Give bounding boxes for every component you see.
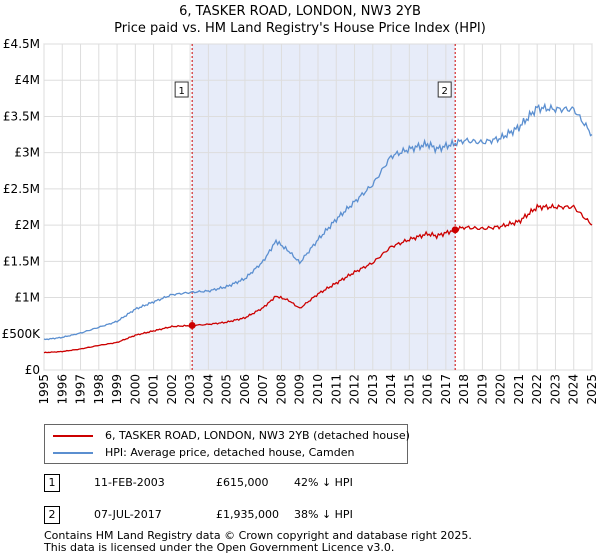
transaction-date: 07-JUL-2017 — [94, 508, 162, 521]
y-tick-label: £0 — [25, 363, 40, 377]
y-tick-label: £3.5M — [3, 109, 40, 123]
y-tick-label: £1M — [14, 291, 40, 305]
y-tick-label: £3M — [14, 146, 40, 160]
legend-swatch-property — [53, 435, 93, 437]
event-label: 1 — [178, 86, 184, 97]
y-tick-label: £1.5M — [3, 254, 40, 268]
x-tick-label: 2001 — [147, 374, 161, 405]
x-tick-label: 1996 — [55, 374, 69, 405]
x-tick-label: 2025 — [585, 374, 599, 405]
legend: 6, TASKER ROAD, LONDON, NW3 2YB (detache… — [44, 424, 410, 464]
event-label: 2 — [441, 86, 447, 97]
property-price-line — [43, 202, 593, 354]
x-tick-label: 2019 — [475, 374, 489, 405]
x-tick-label: 1995 — [37, 374, 51, 405]
chart-subtitle: Price paid vs. HM Land Registry's House … — [114, 21, 486, 36]
transaction-number: 2 — [44, 506, 60, 524]
y-axis-labels: £0 £500K £1M £1.5M £2M £2.5M £3M £3.5M £4M £4.5M — [2, 37, 42, 377]
footer-copyright: Contains HM Land Registry data © Crown c… — [44, 529, 472, 542]
legend-swatch-hpi — [53, 452, 93, 454]
x-tick-label: 2011 — [329, 374, 343, 405]
price-chart: £0£500K£1M£1.5M£2M£2.5M£3M£3.5M£4M£4.5M … — [2, 37, 599, 405]
x-tick-label: 2006 — [238, 374, 252, 405]
x-tick-label: 2013 — [366, 374, 380, 405]
x-tick-label: 2003 — [183, 374, 197, 405]
footer: Contains HM Land Registry data © Crown c… — [44, 530, 472, 554]
transaction-number: 1 — [44, 474, 60, 492]
hpi-line — [43, 102, 593, 341]
x-tick-label: 2005 — [220, 374, 234, 405]
x-tick-label: 2002 — [165, 374, 179, 405]
footer-licence: This data is licensed under the Open Gov… — [44, 541, 395, 554]
legend-label-property: 6, TASKER ROAD, LONDON, NW3 2YB (detache… — [105, 429, 410, 442]
transaction-date: 11-FEB-2003 — [94, 476, 165, 489]
x-tick-label: 2010 — [311, 374, 325, 405]
event-label-box — [174, 81, 189, 98]
x-tick-label: 2021 — [512, 374, 526, 405]
x-tick-label: 2017 — [439, 374, 453, 405]
y-tick-label: £4M — [14, 73, 40, 87]
x-tick-label: 2004 — [201, 374, 215, 405]
x-tick-label: 2009 — [293, 374, 307, 405]
transaction-marker — [451, 226, 459, 234]
x-axis-labels: 1995 1996 1997 1998 1999 2000 2001 2002 2003 2004… — [37, 374, 599, 405]
transaction-row: 2 07-JUL-2017 £1,935,000 38% ↓ HPI — [44, 506, 564, 524]
y-tick-label: £4.5M — [3, 37, 40, 51]
x-tick-label: 2022 — [530, 374, 544, 405]
x-tick-label: 2023 — [548, 374, 562, 405]
y-tick-label: £2M — [14, 218, 40, 232]
legend-label-hpi: HPI: Average price, detached house, Camd… — [105, 446, 355, 459]
x-tick-label: 2008 — [274, 374, 288, 405]
x-tick-label: 2018 — [457, 374, 471, 405]
x-tick-label: 2015 — [402, 374, 416, 405]
x-tick-label: 1998 — [92, 374, 106, 405]
x-tick-label: 1997 — [74, 374, 88, 405]
grid-lines — [43, 43, 593, 371]
transaction-price: £615,000 — [216, 476, 269, 489]
y-tick-label: £500K — [2, 327, 42, 341]
y-tick-label: £2.5M — [3, 182, 40, 196]
chart-title: 6, TASKER ROAD, LONDON, NW3 2YB — [179, 4, 421, 19]
transaction-hpi-diff: 42% ↓ HPI — [294, 476, 353, 489]
period-shade — [192, 44, 456, 370]
x-tick-label: 2024 — [567, 374, 581, 405]
event-label-box — [437, 81, 452, 98]
x-tick-label: 2020 — [494, 374, 508, 405]
event-markers — [188, 226, 459, 329]
transaction-hpi-diff: 38% ↓ HPI — [294, 508, 353, 521]
transaction-price: £1,935,000 — [216, 508, 279, 521]
x-tick-label: 2014 — [384, 374, 398, 405]
x-tick-label: 2012 — [348, 374, 362, 405]
transaction-row: 1 11-FEB-2003 £615,000 42% ↓ HPI — [44, 474, 564, 492]
x-tick-label: 2000 — [128, 374, 142, 405]
x-tick-label: 1999 — [110, 374, 124, 405]
x-tick-label: 2007 — [256, 374, 270, 405]
x-tick-label: 2016 — [421, 374, 435, 405]
transaction-marker — [188, 321, 196, 329]
